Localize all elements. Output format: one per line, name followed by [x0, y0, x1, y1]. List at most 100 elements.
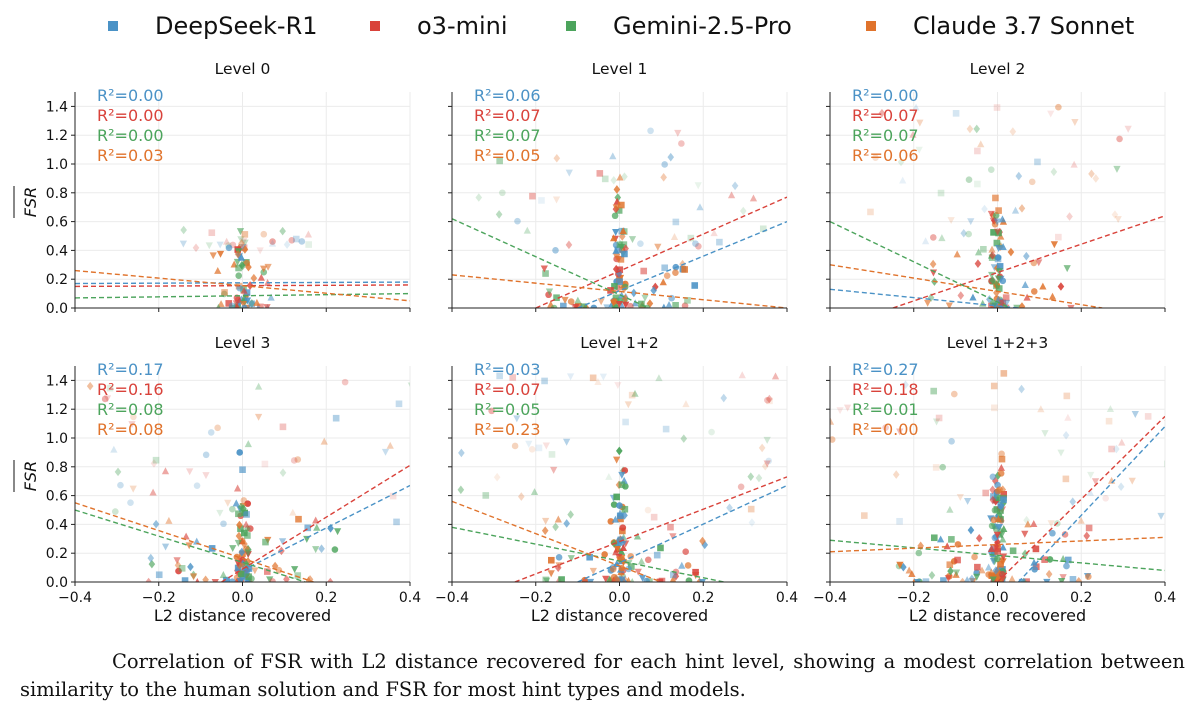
data-point — [590, 304, 598, 308]
data-point — [766, 397, 773, 405]
data-point — [611, 283, 618, 290]
data-point — [418, 441, 425, 448]
r2-label-claude-3-7-sonnet: R²=0.03 — [97, 146, 164, 165]
data-point — [236, 228, 245, 236]
fit-line-deepseek-r1 — [242, 484, 410, 572]
data-point — [560, 302, 567, 308]
data-point — [1087, 471, 1095, 479]
data-point — [999, 299, 1007, 307]
data-point — [699, 536, 706, 546]
data-point — [997, 507, 1004, 514]
data-point — [597, 298, 605, 306]
data-point — [708, 428, 715, 436]
data-point — [1048, 292, 1057, 300]
data-point — [244, 568, 252, 576]
data-point — [1061, 531, 1069, 538]
data-point — [1064, 556, 1072, 564]
r2-label-o3-mini: R²=0.18 — [852, 380, 919, 399]
data-point — [305, 576, 312, 582]
data-point — [622, 418, 629, 426]
data-point — [954, 556, 961, 564]
data-point — [244, 500, 252, 507]
y-tick-label: 1.2 — [46, 128, 68, 144]
data-point — [475, 193, 483, 202]
data-point — [617, 536, 625, 544]
data-point — [1055, 233, 1062, 241]
data-point — [1000, 370, 1008, 377]
data-point — [237, 253, 246, 261]
data-point — [618, 471, 626, 479]
data-point — [872, 154, 879, 161]
data-point — [1164, 419, 1165, 421]
data-point — [650, 513, 658, 521]
data-point — [737, 483, 745, 491]
data-point — [239, 261, 246, 271]
data-point — [698, 579, 706, 582]
data-point — [264, 568, 271, 575]
r2-label-claude-3-7-sonnet: R²=0.00 — [852, 420, 919, 439]
data-point — [682, 400, 690, 408]
data-point — [192, 243, 200, 253]
data-point — [748, 518, 756, 527]
data-point — [174, 560, 182, 570]
data-point — [916, 119, 924, 127]
data-point — [528, 446, 536, 453]
data-point — [202, 451, 210, 459]
data-point — [523, 226, 531, 234]
data-point — [228, 302, 236, 308]
r2-label-gemini-2-5-pro: R²=0.08 — [97, 400, 164, 419]
x-tick-label: 0.2 — [1070, 590, 1092, 606]
data-point — [940, 577, 947, 582]
data-point — [552, 247, 559, 254]
scatter-points — [475, 127, 767, 308]
data-point — [263, 304, 271, 308]
legend-swatch — [108, 21, 118, 31]
data-point — [694, 182, 702, 190]
data-point — [257, 273, 265, 281]
legend-item-gemini-2-5-pro: Gemini-2.5-Pro — [566, 12, 792, 40]
data-point — [661, 303, 667, 308]
data-point — [610, 175, 618, 185]
data-point — [1023, 251, 1030, 261]
data-point — [413, 464, 420, 471]
data-point — [932, 418, 941, 426]
data-point — [867, 208, 874, 216]
data-point — [612, 294, 620, 302]
data-point — [630, 288, 638, 298]
data-point — [637, 240, 644, 247]
data-point — [1114, 216, 1122, 224]
data-point — [630, 578, 635, 582]
data-point — [182, 532, 190, 540]
y-tick-label: 1.0 — [46, 431, 68, 447]
data-point — [1059, 574, 1067, 582]
data-point — [256, 304, 261, 308]
data-point — [234, 484, 242, 492]
data-point — [644, 506, 652, 514]
data-point — [662, 425, 670, 433]
data-point — [684, 562, 692, 569]
fit-line-claude-3-7-sonnet — [75, 502, 314, 582]
data-point — [181, 577, 189, 582]
data-point — [696, 203, 704, 211]
data-point — [944, 575, 953, 582]
data-point — [149, 488, 157, 496]
data-point — [238, 243, 247, 251]
data-point — [237, 502, 245, 512]
data-point — [488, 407, 495, 415]
data-point — [518, 492, 525, 501]
fit-line-deepseek-r1 — [577, 484, 787, 582]
data-point — [216, 303, 221, 308]
data-point — [187, 562, 194, 572]
data-point — [1058, 578, 1066, 582]
data-point — [237, 236, 245, 244]
data-point — [1023, 293, 1031, 301]
r2-label-claude-3-7-sonnet: R²=0.05 — [474, 146, 541, 165]
data-point — [240, 286, 248, 294]
data-point — [997, 516, 1004, 523]
data-point — [147, 553, 155, 563]
data-point — [145, 577, 152, 582]
y-tick-label: 1.0 — [46, 157, 68, 173]
data-point — [1118, 438, 1126, 446]
r2-label-o3-mini: R²=0.07 — [474, 380, 541, 399]
panel-title: Level 1 — [592, 60, 648, 78]
